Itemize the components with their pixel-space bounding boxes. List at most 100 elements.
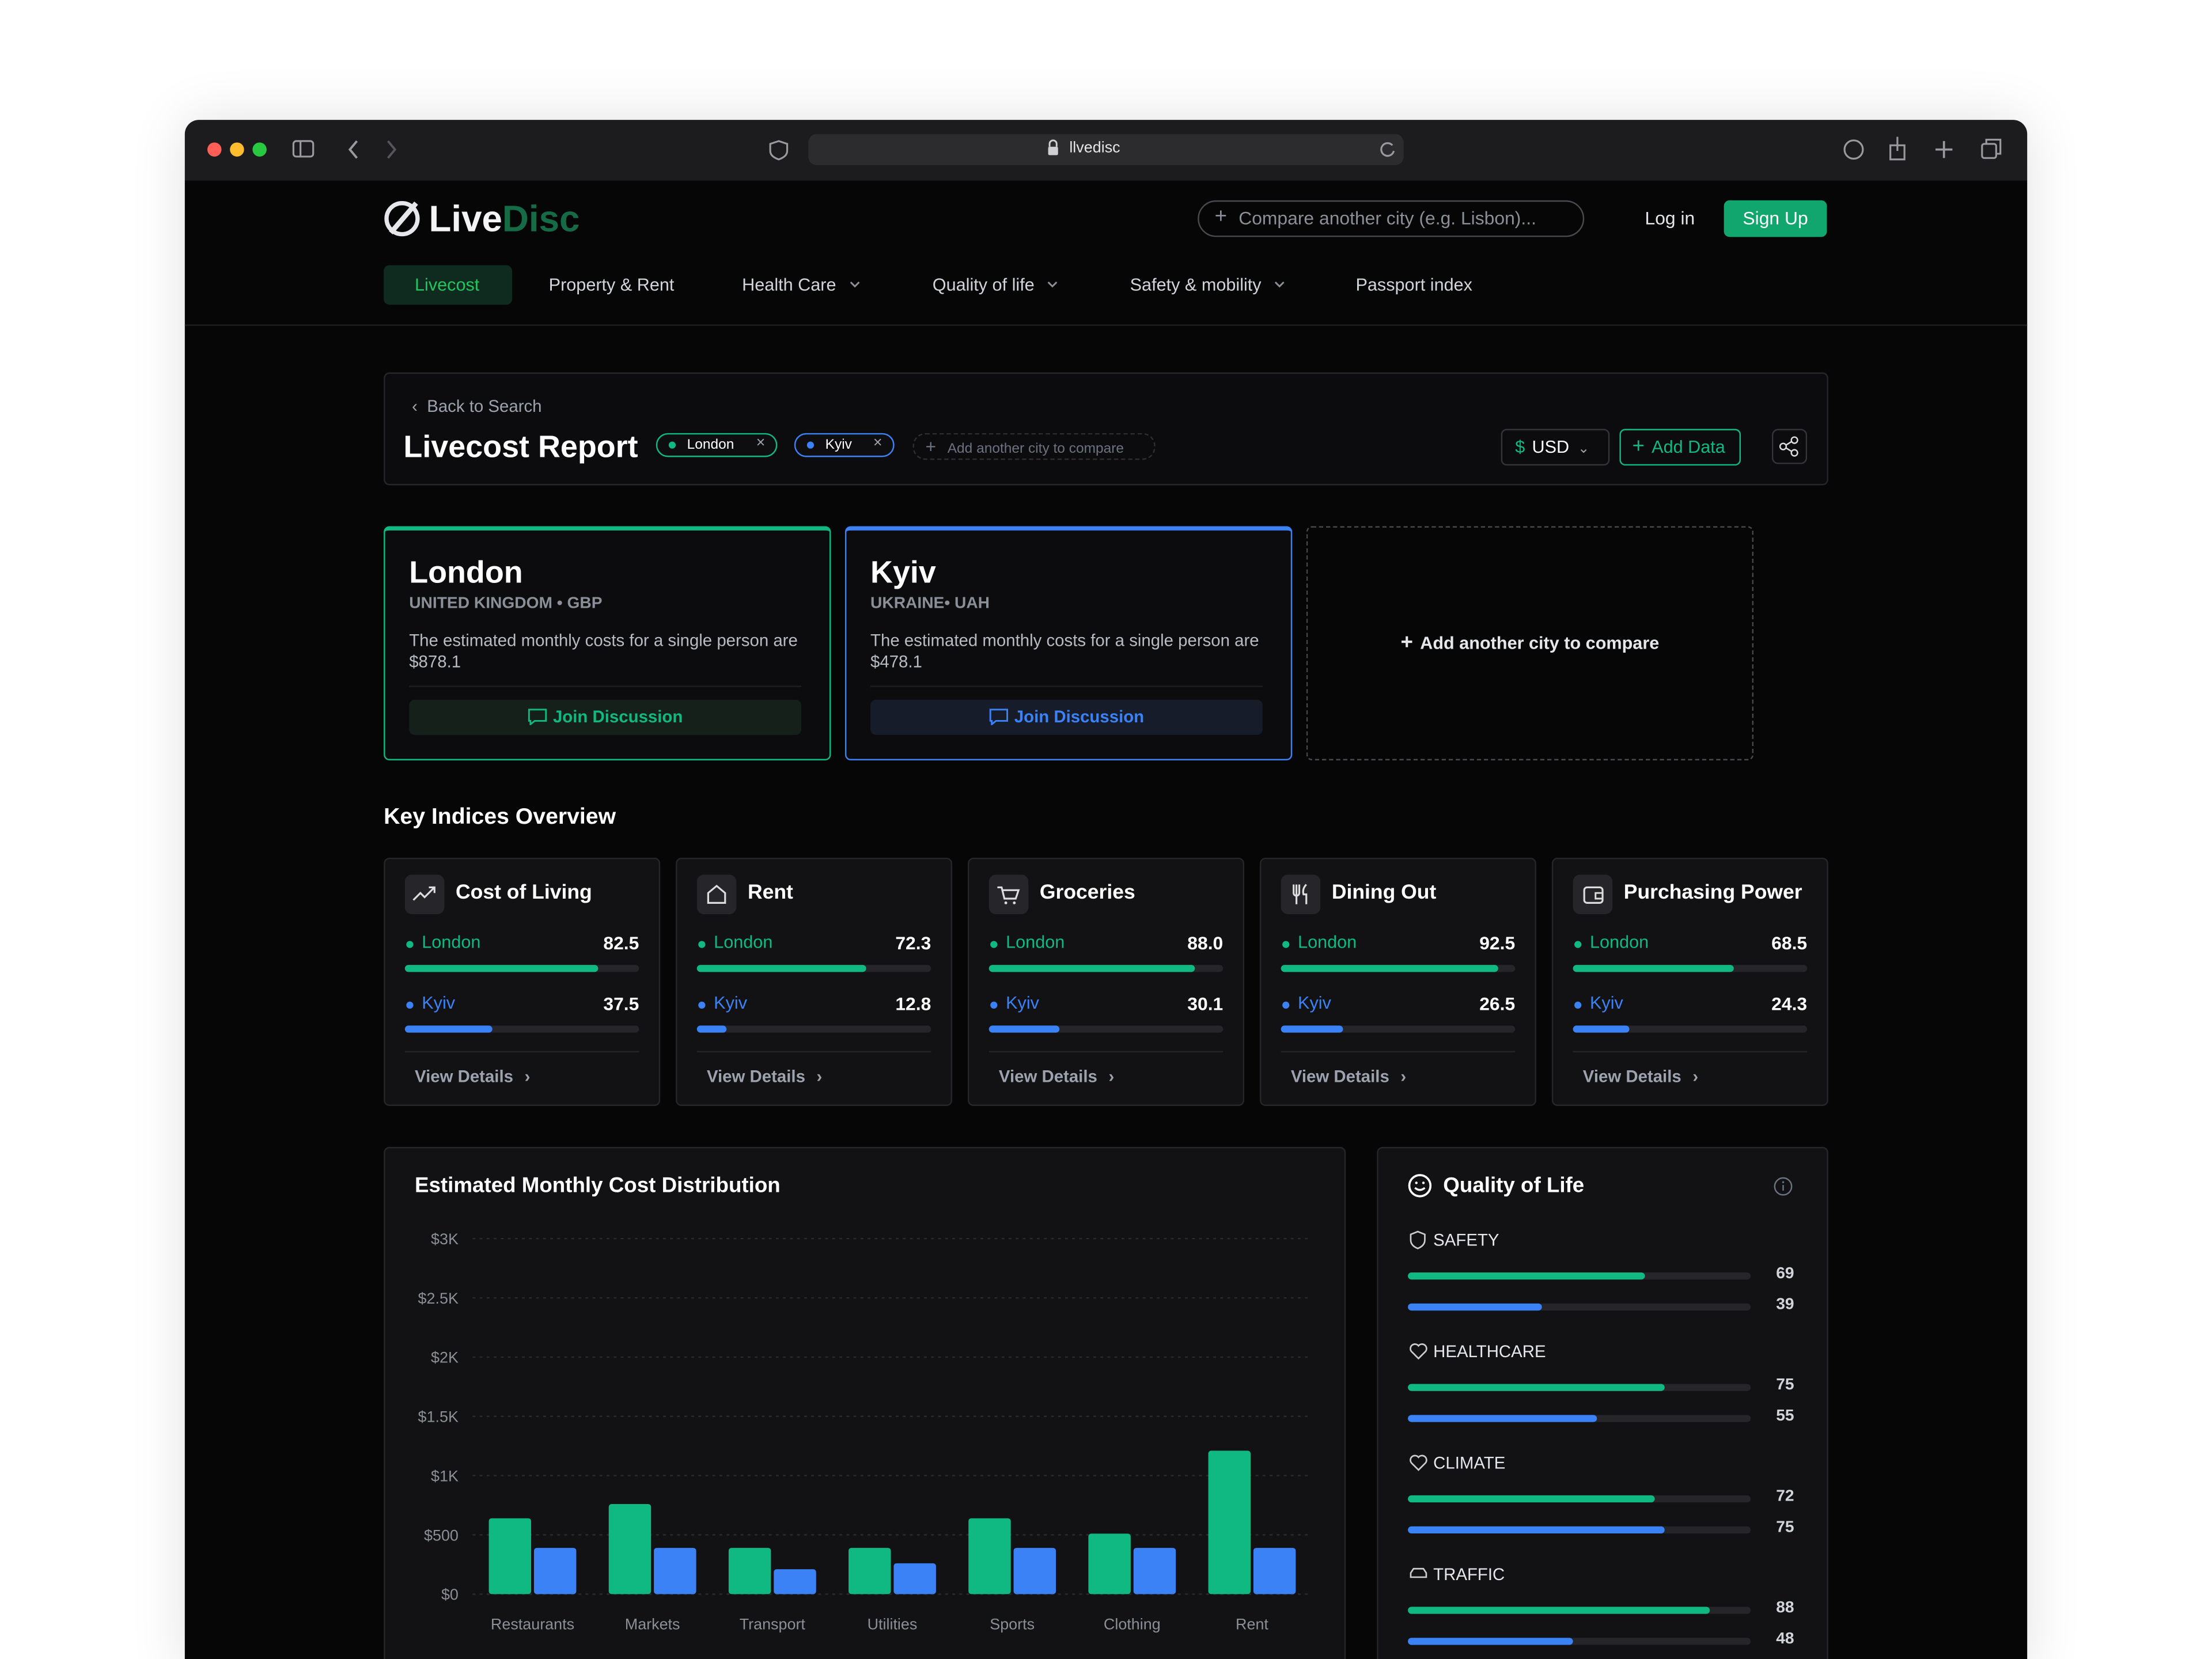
link-text: View Details	[1290, 1066, 1389, 1086]
view-details[interactable]: View Details ›	[1291, 1066, 1406, 1086]
search-box[interactable]	[1198, 200, 1585, 237]
join-text: Join Discussion	[1014, 706, 1145, 727]
quality-label: TRAFFIC	[1433, 1564, 1505, 1585]
add-chip[interactable]: + Add another city to compare	[912, 433, 1156, 460]
view-details[interactable]: View Details ›	[1583, 1066, 1698, 1086]
index-icon	[1281, 874, 1321, 914]
nav-item[interactable]: Property & Rent	[548, 275, 675, 295]
icon	[707, 884, 726, 904]
index-city: Kyiv	[1298, 993, 1331, 1013]
city-description: The estimated monthly costs for a single…	[870, 630, 1259, 672]
card-divider	[870, 685, 1263, 687]
item-icon	[1410, 1343, 1427, 1360]
index-city: London	[1298, 932, 1357, 953]
legend-dot	[406, 1001, 414, 1009]
x-tick-label: Transport	[740, 1616, 806, 1633]
report-title: Livecost Report	[403, 429, 638, 464]
arrow: ›	[1108, 1066, 1115, 1086]
bar	[968, 1518, 1011, 1594]
quality-label: SAFETY	[1433, 1230, 1499, 1250]
add-city-card[interactable]: + Add another city to compare	[1306, 526, 1754, 761]
chip-label: London	[687, 437, 734, 453]
icon	[1583, 886, 1604, 904]
index-city: London	[714, 932, 773, 953]
nav-item[interactable]: Quality of life	[932, 275, 1035, 295]
nav-active-bg	[384, 265, 512, 305]
arrow: ›	[1400, 1066, 1407, 1086]
view-details[interactable]: View Details ›	[707, 1066, 822, 1086]
add-chip-text: Add another city to compare	[947, 441, 1124, 457]
url[interactable]: llvedisc	[1069, 139, 1120, 157]
bar	[728, 1548, 771, 1594]
x-tick-label: Utilities	[868, 1616, 918, 1633]
index-bar	[1573, 1025, 1630, 1033]
quality-value: 48	[1776, 1631, 1794, 1648]
add-data-button[interactable]: + Add Data	[1619, 429, 1741, 466]
bar	[1088, 1533, 1131, 1594]
share-button[interactable]	[1771, 429, 1808, 464]
index-value: 12.8	[895, 993, 931, 1014]
index-value: 24.3	[1771, 993, 1808, 1014]
join-text: Join Discussion	[552, 706, 683, 727]
arrow: ›	[1692, 1066, 1699, 1086]
index-card: Rent London 72.3 Kyiv 12.8 View Details ›	[676, 857, 953, 1107]
city-chip[interactable]: London ×	[656, 433, 778, 457]
index-icon	[696, 874, 737, 914]
index-title: Cost of Living	[456, 881, 592, 904]
chart-title: Estimated Monthly Cost Distribution	[415, 1173, 781, 1198]
legend-dot	[990, 941, 998, 948]
link-text: View Details	[706, 1066, 805, 1086]
chip-label: Kyiv	[825, 437, 852, 453]
quality-bar	[1408, 1638, 1573, 1645]
nav-item[interactable]: Safety & mobility	[1130, 275, 1262, 295]
currency-select[interactable]: $ USD ⌄	[1501, 429, 1610, 466]
y-tick-label: $2K	[431, 1349, 459, 1366]
browser-chrome	[207, 134, 2002, 165]
index-track	[1573, 1025, 1808, 1033]
icon	[997, 886, 1020, 904]
search-placeholder: Compare another city (e.g. Lisbon)...	[1238, 207, 1536, 229]
view-details[interactable]: View Details ›	[999, 1066, 1114, 1086]
view-details[interactable]: View Details ›	[415, 1066, 530, 1086]
chat-icon	[528, 709, 547, 726]
search-plus: +	[1214, 204, 1228, 229]
back-text: Back to Search	[427, 396, 542, 416]
nav-item[interactable]: Health Care	[742, 275, 836, 295]
item-icon	[1410, 1455, 1427, 1471]
chip-close: ×	[756, 434, 766, 452]
y-tick-label: $3K	[431, 1230, 459, 1248]
chip-close: ×	[873, 434, 882, 452]
y-tick-label: $1.5K	[418, 1408, 459, 1426]
index-city: London	[422, 932, 481, 953]
index-value: 88.0	[1187, 932, 1224, 954]
quality-bar	[1408, 1303, 1542, 1311]
index-card: Purchasing Power London 68.5 Kyiv 24.3 View D…	[1551, 857, 1828, 1107]
quality-bar	[1408, 1495, 1655, 1503]
divider	[184, 324, 2028, 326]
quality-label: HEALTHCARE	[1433, 1341, 1546, 1362]
quality-value: 75	[1776, 1519, 1794, 1536]
join-button[interactable]: Join Discussion	[409, 699, 802, 735]
info-icon[interactable]	[1773, 1176, 1793, 1196]
logo[interactable]: LiveDisc	[429, 198, 579, 241]
quality-title: Quality of Life	[1443, 1173, 1585, 1198]
index-city: Kyiv	[422, 993, 456, 1013]
city-description: The estimated monthly costs for a single…	[409, 630, 798, 672]
x-tick-label: Sports	[990, 1616, 1035, 1633]
nav-item[interactable]: Passport index	[1355, 275, 1472, 295]
quality-bar	[1408, 1415, 1597, 1422]
index-value: 92.5	[1479, 932, 1516, 954]
nav-item-active[interactable]: Livecost	[415, 275, 480, 295]
join-button[interactable]: Join Discussion	[870, 699, 1263, 735]
login[interactable]: Log in	[1645, 207, 1695, 229]
index-title: Groceries	[1039, 881, 1135, 904]
signup-button[interactable]: Sign Up	[1724, 200, 1827, 237]
back-link[interactable]: ‹ Back to Search	[412, 396, 542, 416]
index-bar	[1281, 965, 1498, 972]
city-card: Kyiv UKRAINE• UAH The estimated monthly co…	[844, 526, 1293, 761]
arrow: ›	[524, 1066, 531, 1086]
city-chip[interactable]: Kyiv ×	[794, 433, 895, 457]
index-value: 26.5	[1479, 993, 1516, 1014]
bar	[608, 1504, 652, 1594]
